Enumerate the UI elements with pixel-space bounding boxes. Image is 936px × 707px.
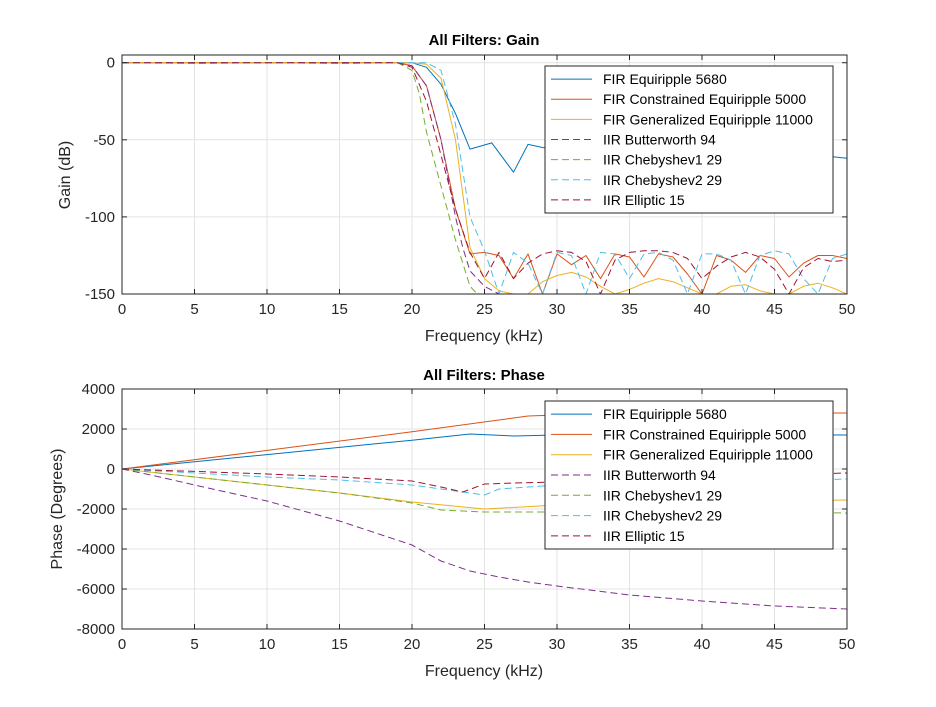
gain-chart-series-line-3 xyxy=(122,62,847,294)
phase-chart-x-tick-label: 45 xyxy=(766,636,783,653)
phase-chart-x-tick-label: 0 xyxy=(118,636,126,653)
phase-chart-y-tick-label: -8000 xyxy=(77,621,115,638)
gain-chart-x-tick-label: 50 xyxy=(839,301,856,318)
phase-chart-x-tick-label: 5 xyxy=(190,636,198,653)
phase-chart-xlabel: Frequency (kHz) xyxy=(425,663,543,680)
gain-chart-series-group xyxy=(122,62,847,294)
phase-chart-legend-label-1: FIR Equiripple 5680 xyxy=(603,406,727,422)
phase-chart-x-tick-label: 10 xyxy=(259,636,276,653)
gain-chart-series-line-7 xyxy=(122,62,847,294)
gain-chart-y-tick-label: 0 xyxy=(107,55,115,72)
phase-chart-y-tick-label: -2000 xyxy=(77,501,115,518)
phase-chart-y-tick-label: 2000 xyxy=(82,421,115,438)
phase-chart-legend-label-2: FIR Constrained Equiripple 5000 xyxy=(603,426,806,442)
gain-chart-x-tick-label: 10 xyxy=(259,301,276,318)
phase-chart: All Filters: Phase Frequency (kHz) Phase… xyxy=(49,367,855,680)
gain-chart-x-tick-label: 0 xyxy=(118,301,126,318)
gain-chart-axes: 0 5 10 15 20 25 30 35 40 45 50 0 -50 -100 -150 xyxy=(85,54,856,318)
gain-chart-y-tick-label: -50 xyxy=(93,132,115,149)
phase-chart-legend-label-6: IIR Chebyshev2 29 xyxy=(603,508,722,524)
gain-chart-plot-area xyxy=(122,62,847,294)
phase-chart-x-tick-label: 40 xyxy=(694,636,711,653)
gain-chart-legend-label-2: FIR Constrained Equiripple 5000 xyxy=(603,91,806,107)
phase-chart-x-tick-label: 15 xyxy=(331,636,348,653)
phase-chart-title: All Filters: Phase xyxy=(423,367,545,384)
phase-chart-ylabel: Phase (Degrees) xyxy=(49,449,66,570)
phase-chart-legend-label-5: IIR Chebyshev1 29 xyxy=(603,487,722,503)
phase-chart-x-tick-label: 50 xyxy=(839,636,856,653)
phase-chart-y-tick-label: 4000 xyxy=(82,381,115,398)
phase-chart-legend-label-4: IIR Butterworth 94 xyxy=(603,467,716,483)
gain-chart-x-tick-label: 5 xyxy=(190,301,198,318)
phase-chart-x-tick-label: 35 xyxy=(621,636,638,653)
phase-chart-x-tick-label: 20 xyxy=(404,636,421,653)
gain-chart-legend-label-3: FIR Generalized Equiripple 11000 xyxy=(603,111,813,127)
gain-chart-x-tick-label: 20 xyxy=(404,301,421,318)
gain-chart-xlabel: Frequency (kHz) xyxy=(425,328,543,345)
gain-chart-legend-label-4: IIR Butterworth 94 xyxy=(603,132,716,148)
phase-chart-series-line-7 xyxy=(122,468,847,493)
phase-chart-series-line-4 xyxy=(122,468,847,610)
gain-chart-x-tick-label: 15 xyxy=(331,301,348,318)
gain-chart-y-tick-label: -100 xyxy=(85,209,115,226)
gain-chart-legend-label-6: IIR Chebyshev2 29 xyxy=(603,172,722,188)
phase-chart-y-tick-label: -6000 xyxy=(77,581,115,598)
gain-chart-series-line-6 xyxy=(122,62,847,294)
gain-chart-legend-label-5: IIR Chebyshev1 29 xyxy=(603,152,722,168)
gain-chart-x-tick-label: 45 xyxy=(766,301,783,318)
gain-chart-legend-label-7: IIR Elliptic 15 xyxy=(603,192,685,208)
phase-chart-axes: 0 5 10 15 20 25 30 35 40 45 50 4000 2000 0 -2000 -4000 -… xyxy=(77,381,856,653)
gain-chart-x-tick-label: 25 xyxy=(476,301,493,318)
gain-chart-y-tick-label: -150 xyxy=(85,286,115,303)
gain-chart-ylabel: Gain (dB) xyxy=(57,141,74,209)
phase-chart-x-tick-label: 25 xyxy=(476,636,493,653)
phase-chart-legend-label-7: IIR Elliptic 15 xyxy=(603,528,685,544)
phase-chart-legend: FIR Equiripple 5680 FIR Constrained Equir… xyxy=(544,400,834,550)
phase-chart-y-tick-label: -4000 xyxy=(77,541,115,558)
gain-chart-x-tick-label: 35 xyxy=(621,301,638,318)
gain-chart-legend-label-1: FIR Equiripple 5680 xyxy=(603,71,727,87)
gain-chart-legend-box xyxy=(544,65,834,214)
gain-chart: All Filters: Gain Frequency (kHz) Gain (… xyxy=(57,32,855,345)
phase-chart-legend-label-3: FIR Generalized Equiripple 11000 xyxy=(603,447,813,463)
phase-chart-legend-box xyxy=(544,400,834,550)
phase-chart-y-tick-label: 0 xyxy=(107,461,115,478)
phase-chart-x-tick-label: 30 xyxy=(549,636,566,653)
gain-chart-legend: FIR Equiripple 5680 FIR Constrained Equir… xyxy=(544,65,834,214)
phase-chart-series-line-6 xyxy=(122,468,847,496)
gain-chart-x-tick-label: 40 xyxy=(694,301,711,318)
gain-chart-title: All Filters: Gain xyxy=(429,32,540,49)
gain-chart-x-tick-label: 30 xyxy=(549,301,566,318)
